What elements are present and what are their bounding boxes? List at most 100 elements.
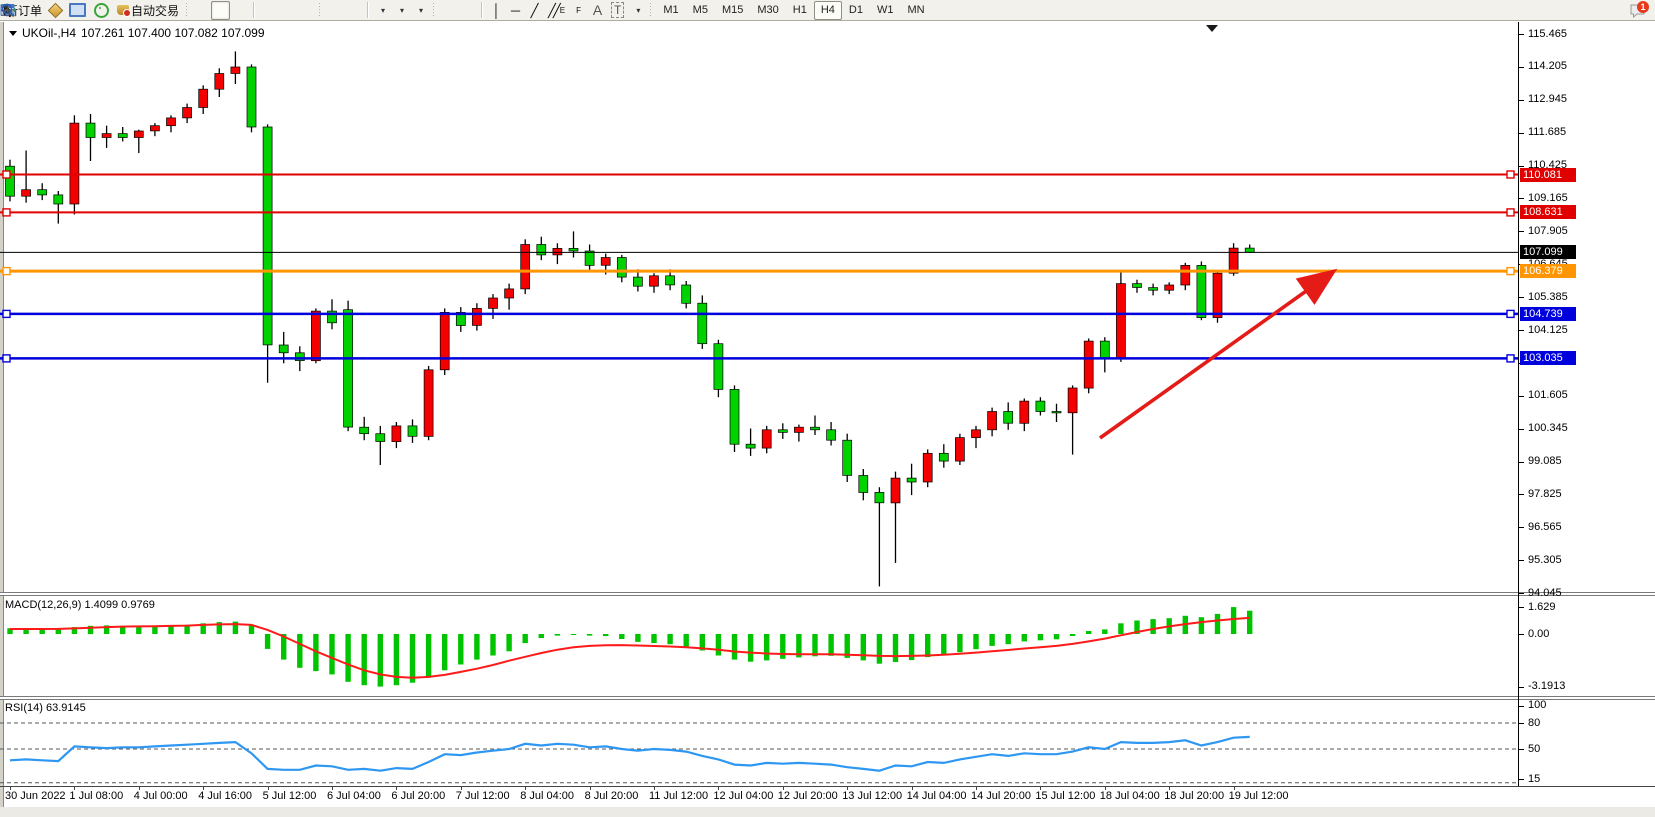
date-tick (976, 787, 977, 790)
fibonacci-button[interactable]: F (1, 1, 588, 20)
candle-body (874, 492, 885, 504)
candle-body (101, 133, 112, 138)
time-axis[interactable]: 30 Jun 2022 1 Jul 08:00 4 Jul 00:00 4 Jul 1… (0, 787, 1655, 807)
line-anchor[interactable] (1506, 266, 1515, 276)
pane-separator[interactable] (0, 592, 1655, 596)
price-axis[interactable]: 115.465 114.205 112.945 111.685 110.425 109.1… (1519, 22, 1655, 786)
macd-label: MACD(12,26,9) 1.4099 0.9769 (5, 599, 155, 611)
macd-histogram-bar (393, 634, 400, 686)
line-chart-button[interactable] (0, 1, 249, 20)
timeframe-w1-button[interactable]: W1 (870, 1, 901, 20)
candle-body (53, 194, 64, 205)
line-anchor[interactable] (1506, 208, 1515, 217)
navigator-button[interactable] (90, 1, 113, 20)
candle-body (584, 250, 595, 266)
chart-shift-button[interactable] (2, 1, 363, 20)
macd-histogram-bar (1198, 617, 1205, 634)
market-watch-button[interactable] (46, 1, 65, 20)
indicators-button[interactable]: ▾ (0, 1, 392, 20)
horizontal-line-button[interactable]: ─ (506, 1, 525, 20)
line-anchor[interactable] (1506, 170, 1515, 179)
candle-body (230, 66, 241, 74)
timeframe-m15-button[interactable]: M15 (715, 1, 750, 20)
timeframe-h4-button[interactable]: H4 (813, 0, 842, 20)
symbol-dropdown-icon[interactable] (9, 30, 17, 36)
macd-histogram-bar (361, 634, 367, 686)
timeframe-m30-button[interactable]: M30 (750, 1, 785, 20)
candle-body (826, 429, 836, 441)
candle-body (794, 426, 804, 433)
macd-histogram-bar (1247, 610, 1253, 634)
macd-histogram-bar (87, 625, 94, 635)
notifications-button[interactable]: 1 (1628, 0, 1649, 20)
trendline-button[interactable]: ╱ (525, 1, 544, 20)
autotrading-button[interactable]: 自动交易 (113, 1, 183, 20)
horizontal-line-icon: ─ (510, 2, 521, 18)
macd-histogram-bar (908, 634, 915, 661)
axis-tick (1519, 494, 1524, 496)
macd-histogram-bar (635, 634, 641, 642)
crosshair-button[interactable] (1, 1, 477, 20)
line-anchor[interactable] (2, 266, 11, 276)
macd-histogram-bar (200, 623, 206, 634)
timeframe-mn-button[interactable]: MN (900, 1, 931, 20)
timeframe-h1-button[interactable]: H1 (786, 1, 814, 20)
tile-windows-button[interactable] (1, 1, 316, 20)
line-anchor[interactable] (2, 309, 11, 319)
date-tick (525, 787, 527, 790)
line-anchor[interactable] (2, 208, 11, 217)
rsi-tick-label: 50 (1528, 742, 1541, 755)
candle-body (922, 452, 933, 483)
macd-histogram-bar (1230, 607, 1237, 634)
arrows-button[interactable]: ▾ (2, 1, 647, 20)
new-order-button[interactable]: 新订单 (2, 1, 46, 20)
macd-tick-label: -3.1913 (1528, 680, 1566, 693)
candle-body (1244, 247, 1255, 253)
search-button[interactable] (1, 1, 1628, 20)
pane-separator[interactable] (0, 696, 1655, 700)
periods-button[interactable]: ▾ (0, 1, 411, 20)
equidistant-channel-button[interactable]: ╱╱ E (544, 1, 569, 20)
text-button[interactable]: A (588, 1, 607, 20)
chart-shift-marker[interactable] (1206, 25, 1218, 32)
date-label: 19 Jul 12:00 (1228, 790, 1289, 802)
date-tick (782, 787, 784, 790)
price-tick-label: 115.465 (1528, 27, 1567, 40)
candle-body (761, 429, 772, 449)
templates-button[interactable]: ▾ (0, 1, 430, 20)
price-tick-label: 95.305 (1528, 553, 1562, 566)
price-tick-label: 111.685 (1528, 126, 1567, 139)
macd-histogram-bar (474, 634, 480, 660)
date-label: 6 Jul 04:00 (327, 790, 381, 802)
macd-histogram-bar (1214, 613, 1221, 634)
macd-histogram-bar (973, 634, 979, 650)
channel-icon: ╱╱ (548, 2, 561, 18)
data-window-button[interactable] (65, 1, 90, 20)
macd-histogram-bar (1134, 620, 1140, 634)
line-anchor[interactable] (2, 170, 11, 179)
timeframe-m5-button[interactable]: M5 (686, 1, 715, 20)
cursor-button[interactable] (4, 1, 458, 20)
timeframe-m1-button[interactable]: M1 (656, 1, 685, 20)
macd-histogram-bar (538, 634, 544, 639)
zoom-in-button[interactable] (1, 1, 278, 20)
candlestick-chart-button[interactable] (4, 0, 231, 20)
zoom-out-button[interactable] (1, 1, 297, 20)
candle-body (729, 389, 740, 445)
macd-histogram-bar (264, 634, 271, 649)
macd-histogram-bar (442, 634, 448, 671)
vertical-line-button[interactable]: │ (487, 1, 506, 20)
macd-histogram-bar (216, 622, 222, 634)
line-anchor[interactable] (1506, 309, 1515, 319)
bar-chart-button[interactable] (1, 1, 211, 20)
auto-scroll-button[interactable] (2, 1, 344, 20)
price-tick-label: 101.605 (1528, 389, 1568, 402)
axis-tick (1519, 527, 1524, 529)
date-label: 30 Jun 2022 (5, 790, 66, 802)
trend-arrow[interactable] (1098, 268, 1338, 440)
text-label-button[interactable]: T (607, 1, 628, 20)
timeframe-d1-button[interactable]: D1 (842, 1, 870, 20)
candle-body (568, 248, 579, 252)
line-anchor[interactable] (2, 354, 11, 363)
line-anchor[interactable] (1506, 354, 1515, 363)
